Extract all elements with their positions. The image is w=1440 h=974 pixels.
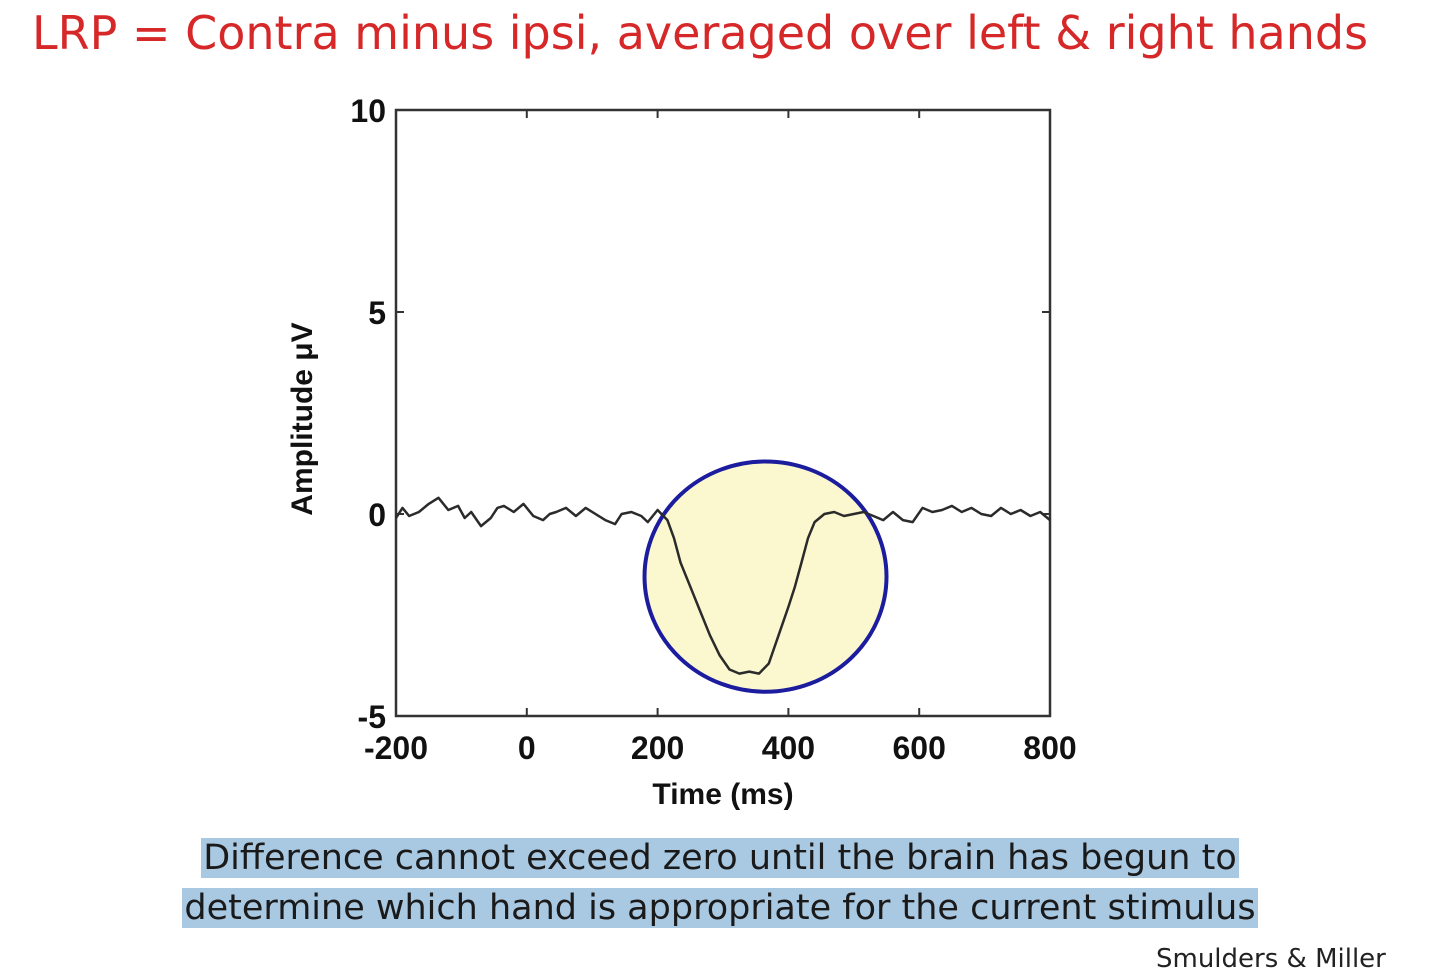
y-tick-label: 5 <box>368 295 386 331</box>
lrp-waveform-line <box>394 496 1051 675</box>
y-axis-label: Amplitude μV <box>286 322 319 515</box>
x-tick-label: 800 <box>1023 730 1076 766</box>
caption-line-2: determine which hand is appropriate for … <box>0 884 1440 932</box>
x-tick-label: 0 <box>518 730 536 766</box>
caption-line-2-text: determine which hand is appropriate for … <box>182 888 1258 928</box>
citation: Smulders & Miller <box>1156 944 1386 974</box>
y-tick-label: 0 <box>368 497 386 533</box>
x-axis-label: Time (ms) <box>652 778 793 811</box>
x-tick-label: 400 <box>762 730 815 766</box>
slide-title: LRP = Contra minus ipsi, averaged over l… <box>32 6 1369 60</box>
y-tick-label: 10 <box>350 93 386 129</box>
x-tick-label: -200 <box>364 730 428 766</box>
highlight-circle-annotation <box>642 459 889 694</box>
caption-line-1-text: Difference cannot exceed zero until the … <box>201 838 1239 878</box>
y-tick-label: -5 <box>358 699 386 735</box>
x-tick-label: 200 <box>631 730 684 766</box>
x-tick-label: 600 <box>893 730 946 766</box>
plot-frame <box>394 108 1052 718</box>
chart-plot-area: -200 0 200 400 600 800 -5 0 5 10 <box>350 93 1076 766</box>
caption-line-1: Difference cannot exceed zero until the … <box>0 834 1440 882</box>
